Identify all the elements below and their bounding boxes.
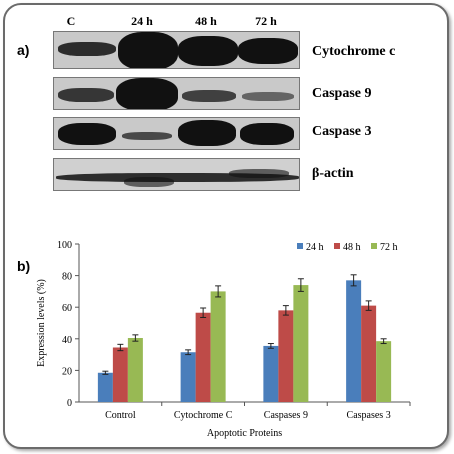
bar [127, 338, 143, 402]
bar [97, 372, 113, 402]
bar [112, 347, 128, 402]
band [242, 92, 294, 101]
band [116, 78, 178, 109]
bar [210, 291, 226, 402]
x-axis-label: Apoptotic Proteins [207, 428, 282, 439]
x-tick-label: Caspases 3 [347, 410, 391, 421]
blot-beta-actin [53, 158, 300, 191]
bar [278, 310, 294, 402]
band [229, 169, 289, 178]
band [178, 120, 236, 146]
protein-label-caspase-9: Caspase 9 [312, 86, 372, 101]
x-tick-label: Caspases 9 [264, 410, 308, 421]
x-tick-label: Cytochrome C [174, 410, 233, 421]
bar [361, 305, 377, 402]
y-tick-label: 100 [57, 240, 72, 251]
bar [376, 341, 392, 402]
y-tick-label: 60 [62, 303, 72, 314]
band [122, 132, 172, 140]
bar [293, 285, 309, 402]
legend-swatch [371, 243, 377, 249]
panel-b-label: b) [17, 258, 31, 274]
legend-swatch [297, 243, 303, 249]
legend-label: 72 h [380, 242, 398, 253]
protein-label-caspase-3: Caspase 3 [312, 124, 372, 139]
lane-label-72h: 72 h [255, 14, 277, 28]
blot-cytochrome-c [53, 31, 300, 69]
lane-label-48h: 48 h [195, 14, 217, 28]
bar [180, 352, 196, 402]
y-tick-label: 0 [67, 398, 72, 409]
legend-label: 48 h [343, 242, 361, 253]
band [58, 88, 114, 102]
panel-a-label: a) [17, 42, 30, 58]
protein-label-cytochrome-c: Cytochrome c [312, 44, 396, 59]
band [240, 123, 294, 145]
y-tick-label: 20 [62, 366, 72, 377]
band [182, 90, 236, 102]
blot-caspase-3 [53, 117, 300, 150]
band [118, 32, 178, 68]
lane-label-c: C [66, 14, 76, 28]
y-tick-label: 80 [62, 272, 72, 283]
lane-label-24h: 24 h [131, 14, 153, 28]
legend-swatch [334, 243, 340, 249]
x-tick-label: Control [105, 410, 136, 421]
band [238, 38, 298, 64]
bar [195, 312, 211, 402]
legend-label: 24 h [306, 242, 324, 253]
band [178, 36, 238, 66]
y-tick-label: 40 [62, 335, 72, 346]
blot-caspase-9 [53, 77, 300, 110]
band [58, 42, 116, 56]
y-axis-label: Expression levels (%) [36, 279, 47, 367]
protein-label-beta-actin: β-actin [312, 166, 354, 181]
bar [346, 280, 362, 402]
bar [263, 345, 279, 402]
band [58, 123, 116, 145]
band [124, 177, 174, 187]
band [56, 173, 299, 182]
